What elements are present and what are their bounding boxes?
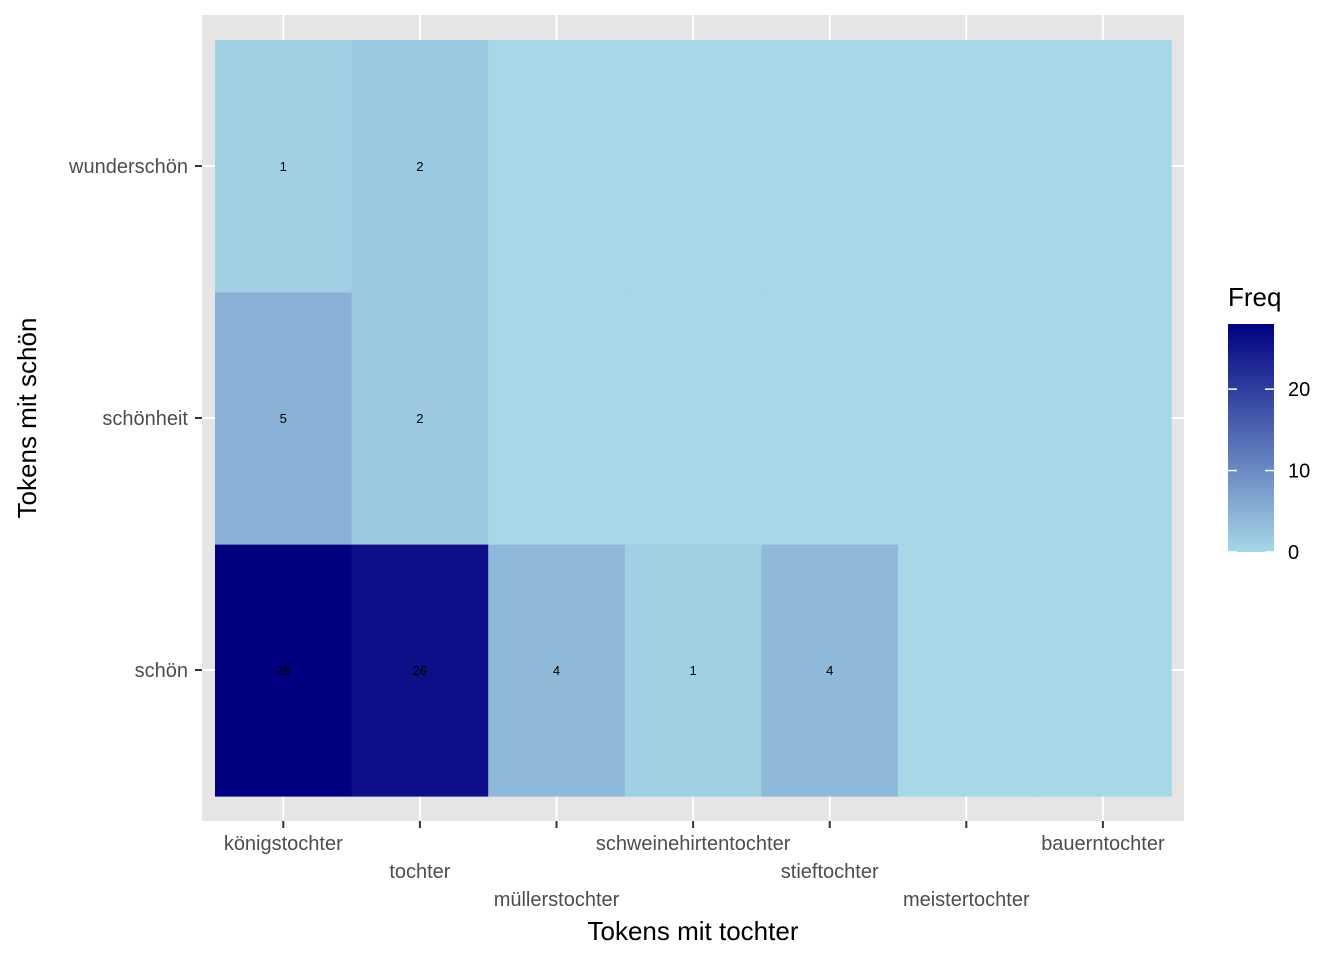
heatmap-cell [898,292,1036,545]
heatmap-cell [1034,544,1172,797]
cell-value-label: 26 [413,663,427,678]
heatmap-cell [761,40,899,293]
x-tick-label: schweinehirtentochter [596,833,791,855]
legend-tick-label: 0 [1288,542,1299,564]
heatmap-cell [351,40,489,293]
heatmap-cell [624,544,762,797]
heatmap-cell [351,292,489,545]
x-tick-label: müllerstochter [494,889,620,911]
cell-value-labels: 28 26 4 1 4 5 2 1 2 [276,159,833,678]
cell-value-label: 1 [689,663,696,678]
legend-tick-label: 10 [1288,461,1310,483]
heatmap-cell [215,544,353,797]
heatmap-cell [488,544,626,797]
heatmap-cell [898,544,1036,797]
heatmap-cell [1034,292,1172,545]
heatmap-cell [761,544,899,797]
y-tick-label: schönheit [102,408,188,430]
x-axis-ticks: königstochter tochter müllerstochter schwei… [224,821,1165,911]
heatmap-cell [624,40,762,293]
y-tick-label: schön [135,660,188,682]
heatmap-cell [1034,40,1172,293]
x-tick-label: tochter [389,861,450,883]
heatmap-cell [215,40,353,293]
legend-title: Freq [1228,282,1281,312]
heatmap-cell [351,544,489,797]
cell-value-label: 1 [280,159,287,174]
cell-value-label: 4 [826,663,833,678]
y-axis-ticks: schön schönheit wunderschön [68,156,202,682]
heatmap-cell [488,292,626,545]
heatmap-cell [624,292,762,545]
legend-colorbar [1228,324,1274,552]
x-tick-label: meistertochter [903,889,1030,911]
cell-value-label: 28 [276,663,290,678]
y-tick-label: wunderschön [68,156,188,178]
heatmap-cells [215,40,1172,797]
heatmap-cell [488,40,626,293]
heatmap-cell [761,292,899,545]
cell-value-label: 2 [416,411,423,426]
x-tick-label: bauerntochter [1041,833,1165,855]
x-tick-label: königstochter [224,833,343,855]
cell-value-label: 2 [416,159,423,174]
cell-value-label: 4 [553,663,560,678]
x-tick-label: stieftochter [781,861,879,883]
legend-tick-label: 20 [1288,379,1310,401]
heatmap-cell [898,40,1036,293]
cell-value-label: 5 [280,411,287,426]
legend: Freq 0 10 20 [1228,282,1310,564]
x-axis-title: Tokens mit tochter [588,916,799,946]
heatmap-cell [215,292,353,545]
y-axis-title: Tokens mit schön [12,318,42,519]
